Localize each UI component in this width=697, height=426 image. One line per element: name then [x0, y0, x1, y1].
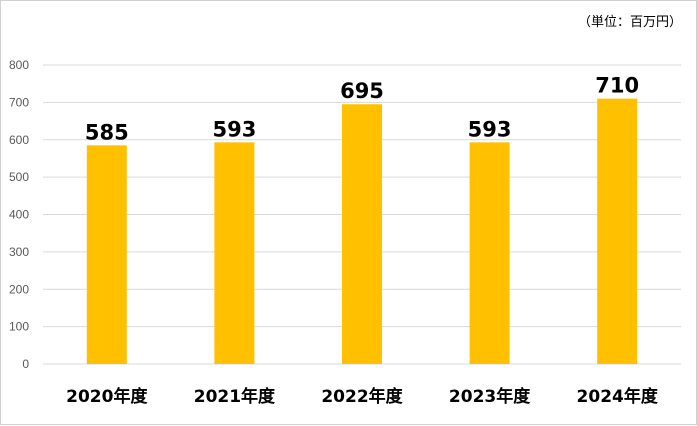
data-label: 585	[85, 120, 129, 144]
y-tick-label: 600	[9, 133, 29, 147]
category-label: 2022年度	[321, 386, 403, 407]
y-tick-label: 200	[9, 282, 29, 296]
data-label: 593	[468, 117, 512, 141]
bar	[214, 142, 255, 364]
unit-note: （単位：百万円）	[577, 15, 682, 30]
bar	[342, 104, 382, 365]
y-tick-label: 700	[9, 95, 29, 109]
data-label: 593	[212, 117, 256, 141]
bar	[86, 145, 127, 364]
category-label: 2021年度	[194, 386, 276, 407]
y-tick-label: 500	[9, 170, 29, 184]
category-label: 2020年度	[66, 386, 148, 407]
y-tick-label: 800	[9, 58, 29, 72]
bar	[469, 142, 510, 364]
y-tick-label: 0	[22, 357, 29, 371]
y-tick-label: 400	[9, 208, 29, 222]
data-label: 695	[340, 79, 384, 103]
data-label: 710	[595, 74, 639, 98]
bar	[597, 98, 638, 364]
y-tick-label: 300	[9, 245, 29, 259]
category-label: 2024年度	[577, 386, 659, 407]
y-tick-label: 100	[9, 320, 29, 334]
category-label: 2023年度	[449, 386, 531, 407]
